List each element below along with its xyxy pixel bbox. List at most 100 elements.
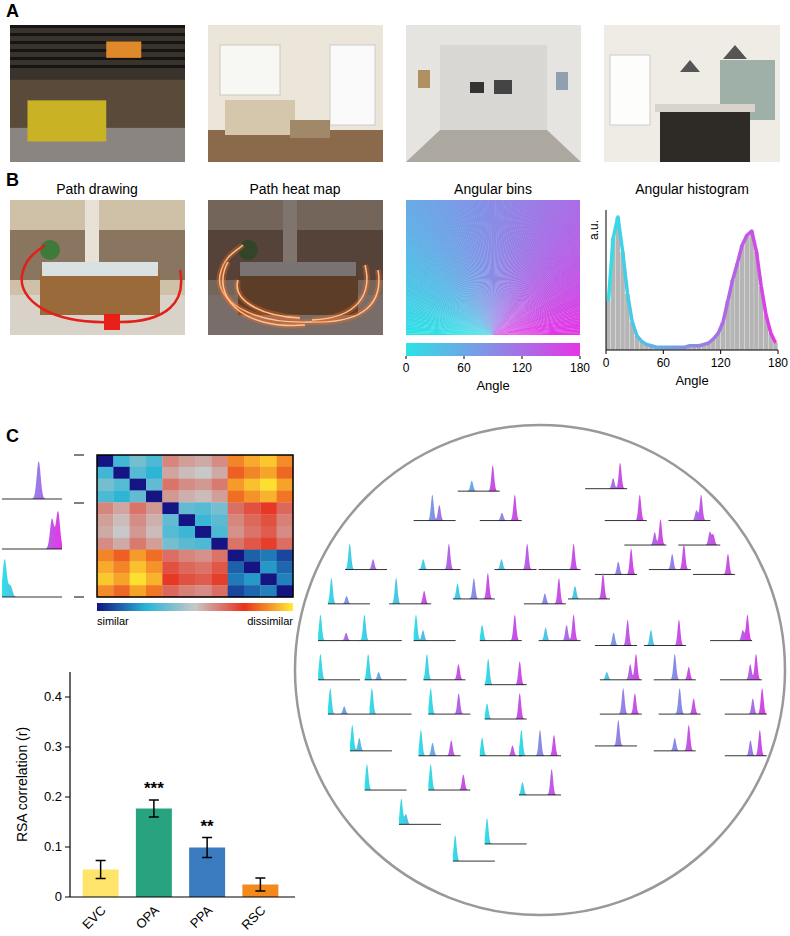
rdm-cell	[277, 562, 294, 574]
counter	[40, 270, 160, 315]
rdm-cell	[130, 514, 147, 526]
mini-hist-area	[453, 835, 495, 861]
category-label: OPA	[133, 902, 163, 932]
colorbar	[97, 603, 293, 611]
rdm-cell	[195, 573, 212, 585]
glow	[237, 280, 300, 318]
mini-hist-area	[495, 544, 537, 570]
tick	[606, 350, 607, 354]
mini-hist-area	[419, 730, 461, 756]
tick	[522, 356, 523, 359]
mini-hist-area	[600, 654, 642, 680]
tick-label: 180	[570, 361, 590, 375]
rdm-cell	[244, 562, 261, 574]
shade	[208, 200, 383, 335]
tick-label: 120	[711, 356, 731, 370]
rdm-cell	[162, 538, 179, 550]
angle-wedge	[493, 279, 580, 335]
mini-hist-area	[595, 549, 637, 575]
mini-hist-baseline	[654, 750, 696, 751]
rdm-cell	[277, 491, 294, 503]
photos	[10, 25, 780, 162]
rdm-cell	[244, 502, 261, 514]
ceiling	[10, 57, 185, 60]
mini-hist-area	[595, 720, 637, 746]
mini-hist-area	[539, 615, 581, 641]
mds-item	[458, 465, 500, 491]
mini-hist-area	[585, 463, 627, 489]
tick	[65, 797, 70, 798]
figure: ABCPath drawingPath heat mapAngular bins…	[0, 0, 790, 936]
y-axis	[69, 672, 70, 897]
rdm-cell	[211, 562, 228, 574]
window	[610, 55, 650, 125]
mds-item	[568, 573, 610, 599]
rdm-cell	[130, 538, 147, 550]
mini-hist-area	[389, 578, 431, 604]
mini-hist-area	[524, 578, 566, 604]
mini-hist-baseline	[458, 491, 500, 492]
angle-wedge	[479, 200, 493, 335]
rdm-cell	[97, 585, 114, 597]
rdm-cell	[97, 467, 114, 479]
rdm-cell	[97, 502, 114, 514]
mini-hist-area	[568, 573, 610, 599]
rdm-cell	[195, 538, 212, 550]
rdm-cell	[260, 526, 277, 538]
tick	[663, 350, 664, 354]
rdm-cell	[179, 455, 196, 467]
mds-item	[595, 620, 637, 646]
rdm-cell	[228, 538, 245, 550]
rdm-cell	[162, 585, 179, 597]
mds-item	[600, 688, 642, 714]
panel-title: Angular bins	[454, 181, 532, 197]
hist-bar	[740, 245, 744, 350]
mini-hist-baseline	[328, 603, 370, 604]
rdm-cell	[179, 538, 196, 550]
mini-hist-baseline	[539, 569, 581, 570]
error-bar	[260, 878, 262, 891]
window	[220, 45, 280, 95]
angular-bins	[406, 200, 580, 335]
photo-bg	[604, 25, 780, 162]
rdm-cell	[146, 585, 163, 597]
mini-hist-area	[453, 573, 495, 599]
rdm-cell	[228, 502, 245, 514]
mini-hist-baseline	[480, 755, 522, 756]
rdm-cell	[179, 550, 196, 562]
mds-item	[519, 769, 561, 795]
mds-item	[414, 615, 456, 641]
tick	[580, 356, 581, 359]
mini-hist-baseline	[678, 545, 720, 546]
y-axis	[606, 210, 607, 350]
mds-item	[345, 544, 387, 570]
mini-hist-area	[423, 654, 465, 680]
background	[0, 0, 790, 936]
scene-bg	[10, 200, 185, 335]
error-bar	[206, 838, 208, 858]
mds-item	[524, 578, 566, 604]
mds-item	[519, 730, 561, 756]
rdm-cell	[228, 514, 245, 526]
rdm-cell	[179, 467, 196, 479]
mini-hist-baseline	[720, 679, 762, 680]
tick-label: 0.4	[44, 689, 62, 704]
rdm-cell	[146, 502, 163, 514]
panel-label: B	[6, 170, 19, 190]
hist-bar	[745, 235, 749, 350]
connector	[74, 455, 84, 456]
mini-hist-baseline	[360, 640, 402, 641]
mini-hist-baseline	[428, 790, 470, 791]
mds-item	[649, 544, 691, 570]
axis-label: Angle	[675, 373, 708, 388]
error-cap	[202, 837, 212, 839]
colorbar-label: similar	[97, 615, 129, 627]
rdm-cell	[195, 479, 212, 491]
rdm-matrix	[97, 455, 293, 597]
tick	[65, 747, 70, 748]
rdm-cell	[260, 479, 277, 491]
mini-hist-baseline	[318, 640, 360, 641]
mds-item	[585, 463, 627, 489]
mini-hist-area	[328, 578, 370, 604]
mini-hist-area	[485, 818, 527, 844]
